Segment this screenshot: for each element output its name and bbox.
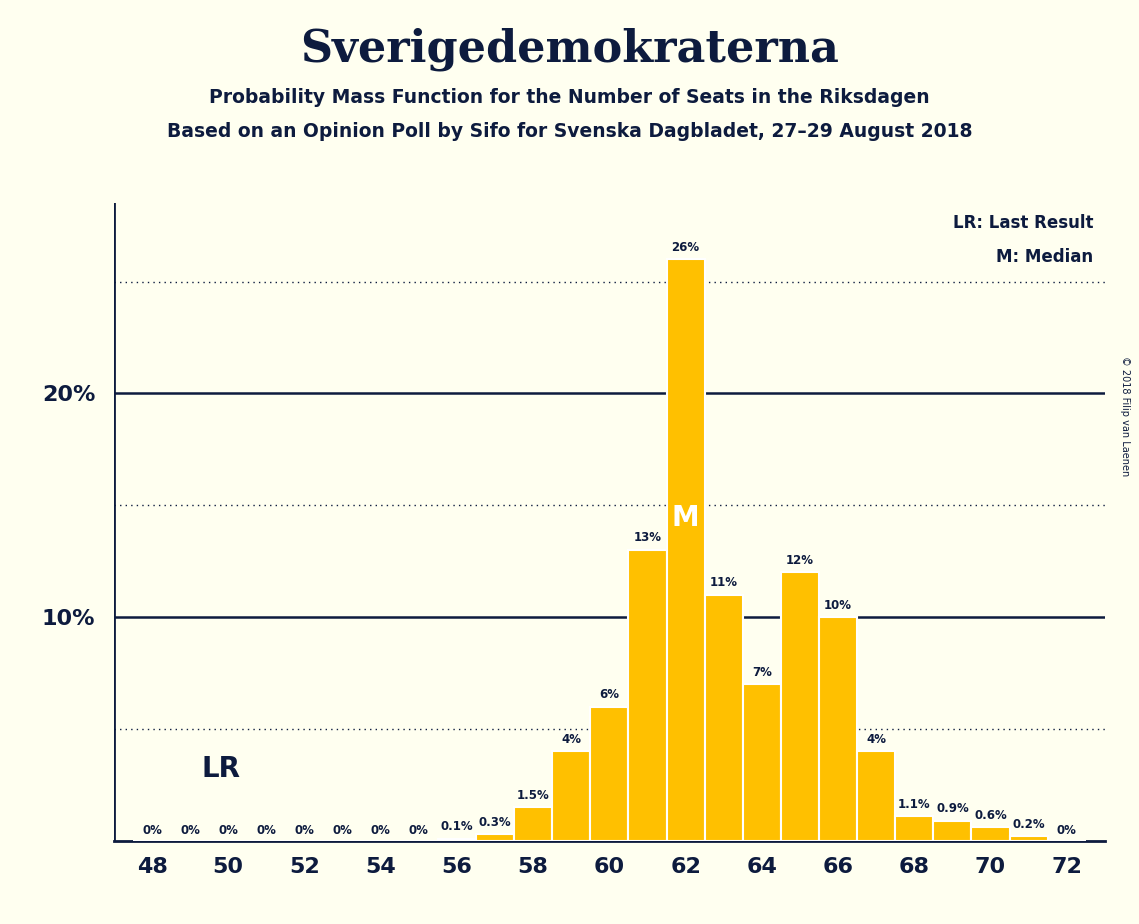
- Text: 7%: 7%: [752, 665, 772, 678]
- Text: 12%: 12%: [786, 553, 814, 566]
- Text: 0.9%: 0.9%: [936, 802, 969, 815]
- Text: 11%: 11%: [710, 577, 738, 590]
- Bar: [666, 260, 705, 841]
- Text: 10%: 10%: [823, 599, 852, 612]
- Text: 4%: 4%: [866, 733, 886, 746]
- Bar: [552, 751, 590, 841]
- Text: 13%: 13%: [633, 531, 662, 544]
- Bar: [514, 808, 552, 841]
- Text: 0%: 0%: [219, 824, 238, 837]
- Bar: [437, 839, 476, 841]
- Text: Probability Mass Function for the Number of Seats in the Riksdagen: Probability Mass Function for the Number…: [210, 88, 929, 107]
- Bar: [705, 595, 743, 841]
- Text: 0.3%: 0.3%: [478, 816, 511, 829]
- Bar: [590, 707, 629, 841]
- Bar: [972, 827, 1009, 841]
- Text: 0%: 0%: [1057, 824, 1076, 837]
- Text: 0%: 0%: [409, 824, 428, 837]
- Bar: [743, 685, 781, 841]
- Text: Sverigedemokraterna: Sverigedemokraterna: [300, 28, 839, 71]
- Text: Based on an Opinion Poll by Sifo for Svenska Dagbladet, 27–29 August 2018: Based on an Opinion Poll by Sifo for Sve…: [166, 122, 973, 141]
- Text: 26%: 26%: [672, 240, 699, 253]
- Bar: [895, 816, 933, 841]
- Text: M: M: [672, 505, 699, 532]
- Text: 0%: 0%: [371, 824, 391, 837]
- Text: M: Median: M: Median: [997, 248, 1093, 266]
- Text: 1.1%: 1.1%: [898, 797, 931, 810]
- Text: 1.5%: 1.5%: [517, 789, 549, 802]
- Text: 4%: 4%: [562, 733, 581, 746]
- Text: 0.2%: 0.2%: [1013, 818, 1044, 831]
- Text: 0%: 0%: [180, 824, 200, 837]
- Text: 0%: 0%: [256, 824, 277, 837]
- Text: 0%: 0%: [295, 824, 314, 837]
- Text: LR: Last Result: LR: Last Result: [953, 214, 1093, 233]
- Text: LR: LR: [202, 755, 240, 784]
- Bar: [629, 550, 666, 841]
- Bar: [1009, 836, 1048, 841]
- Text: © 2018 Filip van Laenen: © 2018 Filip van Laenen: [1121, 356, 1130, 476]
- Text: 0%: 0%: [333, 824, 352, 837]
- Text: 0%: 0%: [142, 824, 162, 837]
- Bar: [933, 821, 972, 841]
- Bar: [781, 572, 819, 841]
- Bar: [476, 834, 514, 841]
- Text: 0.6%: 0.6%: [974, 808, 1007, 821]
- Bar: [858, 751, 895, 841]
- Text: 0.1%: 0.1%: [441, 820, 473, 833]
- Bar: [819, 617, 858, 841]
- Text: 6%: 6%: [599, 688, 620, 701]
